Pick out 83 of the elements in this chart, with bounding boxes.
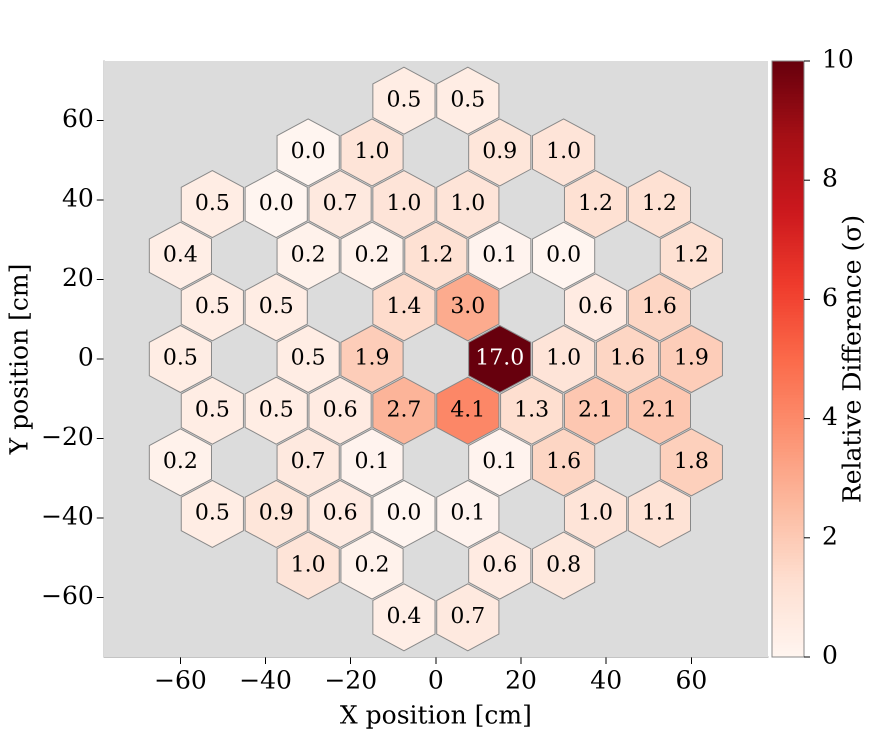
x-tick-label: 20 (505, 666, 537, 694)
color-bar-title: Relative Difference (σ) (838, 214, 866, 504)
annotation: 17.0 (475, 346, 524, 371)
annotation: 1.2 (418, 242, 454, 268)
annotation: 0.1 (482, 449, 518, 474)
annotation: 2.1 (578, 397, 614, 422)
annotation: 0.0 (386, 500, 422, 526)
annotation: 0.9 (482, 139, 518, 164)
annotation: 0.6 (482, 552, 518, 578)
color-bar-label: 0 (822, 640, 838, 670)
y-tick-label: −40 (40, 501, 94, 530)
annotation: 0.8 (546, 552, 582, 578)
annotation: 1.0 (578, 500, 614, 526)
annotation: 1.0 (450, 190, 486, 216)
annotation: 0.5 (194, 190, 230, 216)
annotation: 0.5 (258, 294, 294, 320)
annotation: 1.9 (354, 346, 390, 371)
annotation: 0.5 (194, 500, 230, 526)
annotation: 1.3 (514, 397, 550, 422)
annotation: 0.1 (482, 242, 518, 268)
annotation: 1.6 (642, 294, 677, 320)
color-bar-label: 10 (822, 44, 854, 74)
annotation: 3.0 (450, 294, 486, 320)
annotation: 0.2 (354, 242, 390, 268)
color-bar-label: 8 (822, 164, 838, 193)
annotation: 0.5 (194, 397, 230, 422)
annotation: 0.0 (546, 242, 582, 268)
annotation: 0.5 (194, 294, 230, 320)
annotation: 0.6 (322, 500, 358, 526)
annotation: 1.1 (642, 500, 677, 526)
annotation: 1.0 (386, 190, 422, 216)
annotation: 1.0 (546, 346, 582, 371)
annotation: 1.2 (642, 190, 677, 216)
color-bar-label: 2 (822, 521, 838, 550)
color-bar-label: 6 (822, 282, 838, 312)
x-tick-label: −60 (154, 666, 207, 694)
annotation: 0.2 (354, 552, 390, 578)
annotation: 0.7 (450, 604, 486, 629)
annotation: 2.1 (642, 397, 677, 422)
annotation: 0.7 (290, 449, 326, 474)
annotation: 0.0 (290, 139, 326, 164)
annotation: 0.6 (322, 397, 358, 422)
annotation: 0.5 (386, 87, 422, 112)
annotation: 0.5 (450, 87, 486, 112)
annotation: 1.0 (354, 139, 390, 164)
y-tick-label: 0 (78, 342, 94, 372)
annotation: 1.0 (290, 552, 326, 578)
annotation: 0.2 (162, 449, 198, 474)
annotation: 4.1 (450, 397, 486, 422)
y-tick-label: 40 (62, 184, 94, 213)
annotation: 0.6 (578, 294, 614, 320)
annotation: 0.4 (162, 242, 198, 268)
annotation: 0.1 (450, 500, 486, 526)
x-tick-label: 60 (675, 666, 708, 694)
annotation: 0.0 (258, 190, 294, 216)
annotation: 1.2 (578, 190, 614, 216)
annotation: 1.6 (546, 449, 582, 474)
y-tick-label: −60 (40, 580, 94, 610)
annotation: 0.5 (290, 346, 326, 371)
annotation: 1.2 (674, 242, 709, 268)
annotation: 0.9 (258, 500, 294, 526)
annotation: 0.5 (258, 397, 294, 422)
annotation: 1.6 (610, 346, 645, 371)
x-tick-label: 40 (590, 666, 622, 694)
y-tick-label: −20 (40, 422, 94, 451)
annotation: 1.9 (674, 346, 709, 371)
x-tick-label: −40 (239, 666, 292, 694)
annotation: 2.7 (386, 397, 422, 422)
annotation: 1.0 (546, 139, 582, 164)
y-tick-label: 60 (62, 104, 94, 134)
annotation: 1.8 (674, 449, 709, 474)
color-bar-label: 4 (822, 402, 838, 432)
y-tick-label: 20 (62, 263, 94, 292)
x-tick-label: −20 (324, 666, 378, 694)
annotation: 0.4 (386, 604, 422, 629)
y-axis-title: Y position [cm] (4, 264, 34, 456)
annotation: 0.1 (354, 449, 390, 474)
annotation: 0.7 (322, 190, 358, 216)
annotation: 0.5 (162, 346, 198, 371)
annotation: 1.4 (386, 294, 422, 320)
x-tick-label: 0 (428, 666, 444, 694)
x-axis-title: X position [cm] (340, 700, 532, 730)
annotation: 0.2 (290, 242, 326, 268)
